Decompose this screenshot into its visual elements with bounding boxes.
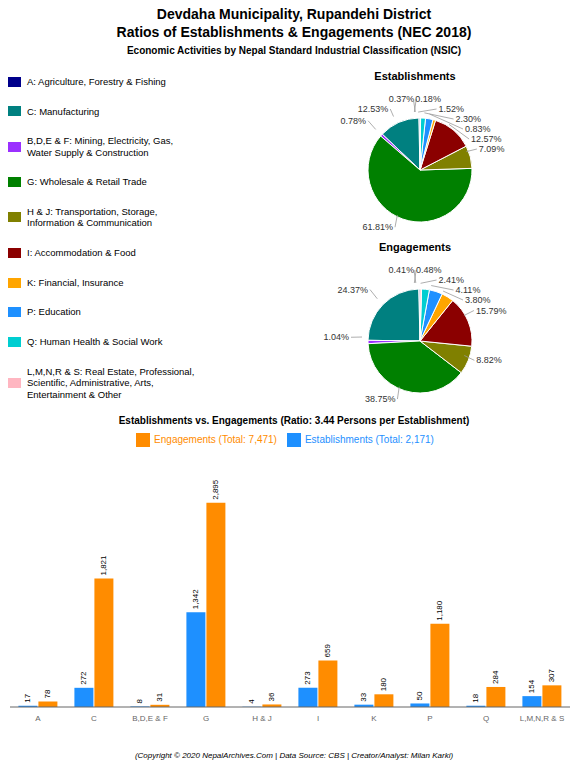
svg-text:G: G bbox=[203, 714, 209, 723]
svg-text:17: 17 bbox=[23, 693, 32, 702]
html-text:Establishments: Establishments bbox=[374, 70, 456, 82]
svg-text:33: 33 bbox=[359, 692, 368, 701]
svg-text:0.78%: 0.78% bbox=[341, 116, 367, 126]
svg-text:180: 180 bbox=[379, 677, 388, 691]
svg-text:659: 659 bbox=[323, 644, 332, 658]
svg-text:273: 273 bbox=[303, 671, 312, 685]
html-text:Establishments vs. Engagements: Establishments vs. Engagements (Ratio: 3… bbox=[118, 415, 470, 426]
svg-text:284: 284 bbox=[491, 670, 500, 684]
svg-text:18: 18 bbox=[471, 693, 480, 702]
svg-text:1,342: 1,342 bbox=[191, 589, 200, 610]
svg-text:31: 31 bbox=[155, 692, 164, 701]
html-text:K: Financial, Insurance: K: Financial, Insurance bbox=[27, 276, 124, 288]
svg-text:0.83%: 0.83% bbox=[465, 124, 491, 134]
svg-text:K: K bbox=[371, 714, 377, 723]
svg-text:0.41%: 0.41% bbox=[389, 265, 415, 275]
html-text:Q: Human Health & Social Work: Q: Human Health & Social Work bbox=[27, 336, 163, 348]
svg-text:P: P bbox=[427, 714, 432, 723]
svg-text:24.37%: 24.37% bbox=[338, 285, 369, 295]
svg-text:2.30%: 2.30% bbox=[456, 114, 482, 124]
svg-text:A: A bbox=[35, 714, 41, 723]
svg-text:0.37%: 0.37% bbox=[389, 94, 415, 104]
svg-text:50: 50 bbox=[415, 691, 424, 700]
svg-text:4.11%: 4.11% bbox=[456, 285, 481, 295]
html-text:P: Education: P: Education bbox=[27, 306, 81, 318]
svg-text:0.18%: 0.18% bbox=[415, 94, 441, 104]
svg-text:1.04%: 1.04% bbox=[323, 332, 349, 342]
svg-text:2.41%: 2.41% bbox=[439, 275, 465, 285]
svg-text:1,821: 1,821 bbox=[99, 555, 108, 576]
html-text:B,D,E & F: Mining, Electricity: B,D,E & F: Mining, Electricity, Gas, Wat… bbox=[27, 135, 174, 158]
svg-text:12.57%: 12.57% bbox=[471, 134, 502, 144]
svg-text:61.81%: 61.81% bbox=[362, 222, 393, 232]
html-text:H & J: Transportation, Storage: H & J: Transportation, Storage, Informat… bbox=[27, 206, 158, 229]
svg-text:4: 4 bbox=[247, 699, 256, 704]
svg-text:272: 272 bbox=[79, 671, 88, 685]
html-text:C: Manufacturing: C: Manufacturing bbox=[27, 105, 100, 117]
svg-text:1.52%: 1.52% bbox=[439, 104, 465, 114]
html-text:L,M,N,R & S: Real Estate, Prof: L,M,N,R & S: Real Estate, Professional, … bbox=[27, 365, 195, 400]
svg-text:3.80%: 3.80% bbox=[465, 295, 491, 305]
html-text:I: Accommodation & Food: I: Accommodation & Food bbox=[27, 247, 136, 259]
svg-text:12.53%: 12.53% bbox=[358, 104, 389, 114]
html-text:Engagements (Total: 7,471): Engagements (Total: 7,471) bbox=[154, 433, 277, 445]
svg-text:C: C bbox=[91, 714, 97, 723]
html-text:G: Wholesale & Retail Trade: G: Wholesale & Retail Trade bbox=[27, 176, 147, 188]
svg-text:L,M,N,R & S: L,M,N,R & S bbox=[520, 714, 564, 723]
svg-text:78: 78 bbox=[43, 689, 52, 698]
html-text:Engagements: Engagements bbox=[378, 241, 452, 253]
svg-text:8.82%: 8.82% bbox=[476, 355, 502, 365]
svg-text:7.09%: 7.09% bbox=[479, 144, 505, 154]
svg-text:38.75%: 38.75% bbox=[365, 394, 396, 404]
svg-text:307: 307 bbox=[547, 668, 556, 682]
svg-text:2,895: 2,895 bbox=[211, 479, 220, 500]
svg-text:Q: Q bbox=[483, 714, 489, 723]
svg-text:B,D,E & F: B,D,E & F bbox=[132, 714, 168, 723]
svg-text:154: 154 bbox=[527, 679, 536, 693]
svg-text:H & J: H & J bbox=[252, 714, 272, 723]
svg-text:1,180: 1,180 bbox=[435, 600, 444, 621]
html-text:A: Agriculture, Forestry & Fis: A: Agriculture, Forestry & Fishing bbox=[27, 76, 166, 87]
svg-text:0.48%: 0.48% bbox=[416, 265, 442, 275]
svg-text:I: I bbox=[317, 714, 319, 723]
svg-text:36: 36 bbox=[267, 692, 276, 701]
svg-text:8: 8 bbox=[135, 698, 144, 703]
html-text:Economic Activities by Nepal S: Economic Activities by Nepal Standard In… bbox=[126, 45, 462, 56]
html-text:(Copyright © 2020 NepalArchive: (Copyright © 2020 NepalArchives.Com | Da… bbox=[134, 751, 454, 760]
html-text:Establishments (Total: 2,171): Establishments (Total: 2,171) bbox=[305, 433, 434, 445]
svg-text:15.79%: 15.79% bbox=[476, 306, 507, 316]
html-text:Devdaha Municipality, Rupandeh: Devdaha Municipality, Rupandehi District… bbox=[116, 6, 472, 40]
